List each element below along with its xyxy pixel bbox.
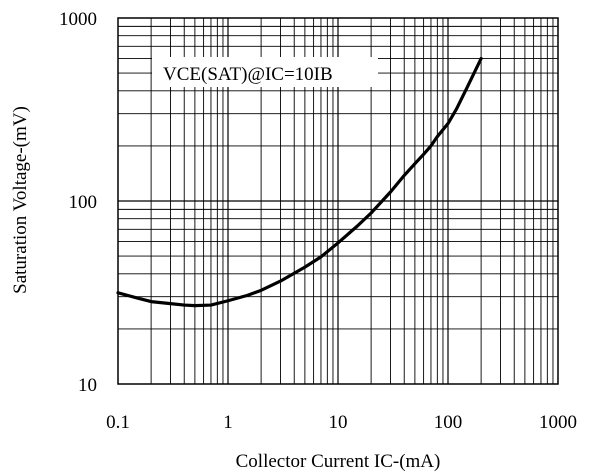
series-layer [116, 57, 483, 308]
plot-frame [117, 17, 559, 385]
y-tick-label: 100 [69, 192, 98, 213]
y-tick-label: 10 [78, 375, 97, 396]
saturation-voltage-line [116, 57, 483, 308]
annotation-text: VCE(SAT)@IC=10IB [163, 64, 333, 85]
x-tick-label: 1 [223, 412, 233, 433]
annotation: VCE(SAT)@IC=10IB [152, 57, 378, 87]
x-tick-label: 100 [434, 412, 463, 433]
x-tick-label: 0.1 [106, 412, 130, 433]
annotation-box [152, 57, 378, 87]
y-axis-title: Saturation Voltage-(mV) [10, 106, 31, 294]
x-axis-title: Collector Current IC-(mA) [236, 451, 441, 472]
y-tick-label: 1000 [59, 9, 97, 30]
x-tick-label: 10 [329, 412, 348, 433]
x-tick-label: 1000 [539, 412, 577, 433]
tick-labels: 0.1 1 10 100 1000 10 100 1000 [59, 9, 577, 433]
